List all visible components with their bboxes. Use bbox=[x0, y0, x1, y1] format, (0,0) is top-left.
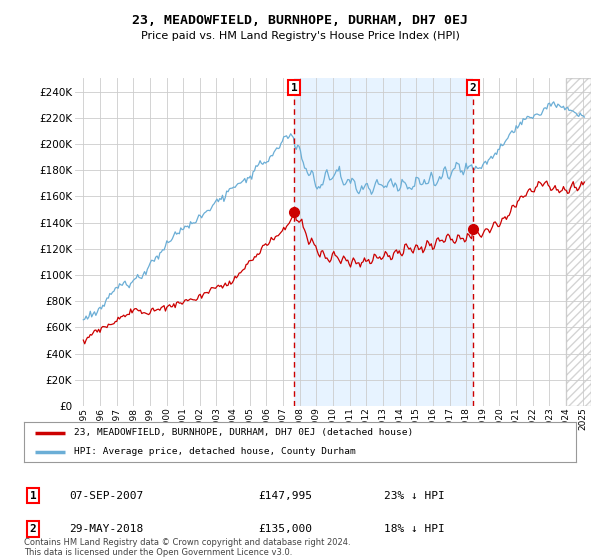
Bar bbox=[294, 78, 473, 406]
Text: 1: 1 bbox=[29, 491, 37, 501]
Text: Contains HM Land Registry data © Crown copyright and database right 2024.
This d: Contains HM Land Registry data © Crown c… bbox=[24, 538, 350, 557]
Text: HPI: Average price, detached house, County Durham: HPI: Average price, detached house, Coun… bbox=[74, 447, 355, 456]
Text: 23, MEADOWFIELD, BURNHOPE, DURHAM, DH7 0EJ (detached house): 23, MEADOWFIELD, BURNHOPE, DURHAM, DH7 0… bbox=[74, 428, 413, 437]
Text: Price paid vs. HM Land Registry's House Price Index (HPI): Price paid vs. HM Land Registry's House … bbox=[140, 31, 460, 41]
Text: 23% ↓ HPI: 23% ↓ HPI bbox=[384, 491, 445, 501]
Text: 29-MAY-2018: 29-MAY-2018 bbox=[69, 524, 143, 534]
Text: 2: 2 bbox=[470, 82, 476, 92]
Text: 07-SEP-2007: 07-SEP-2007 bbox=[69, 491, 143, 501]
Text: £147,995: £147,995 bbox=[258, 491, 312, 501]
Text: 2: 2 bbox=[29, 524, 37, 534]
Text: £135,000: £135,000 bbox=[258, 524, 312, 534]
Text: 18% ↓ HPI: 18% ↓ HPI bbox=[384, 524, 445, 534]
Text: 23, MEADOWFIELD, BURNHOPE, DURHAM, DH7 0EJ: 23, MEADOWFIELD, BURNHOPE, DURHAM, DH7 0… bbox=[132, 14, 468, 27]
Bar bbox=[566, 78, 591, 406]
Text: 1: 1 bbox=[291, 82, 298, 92]
